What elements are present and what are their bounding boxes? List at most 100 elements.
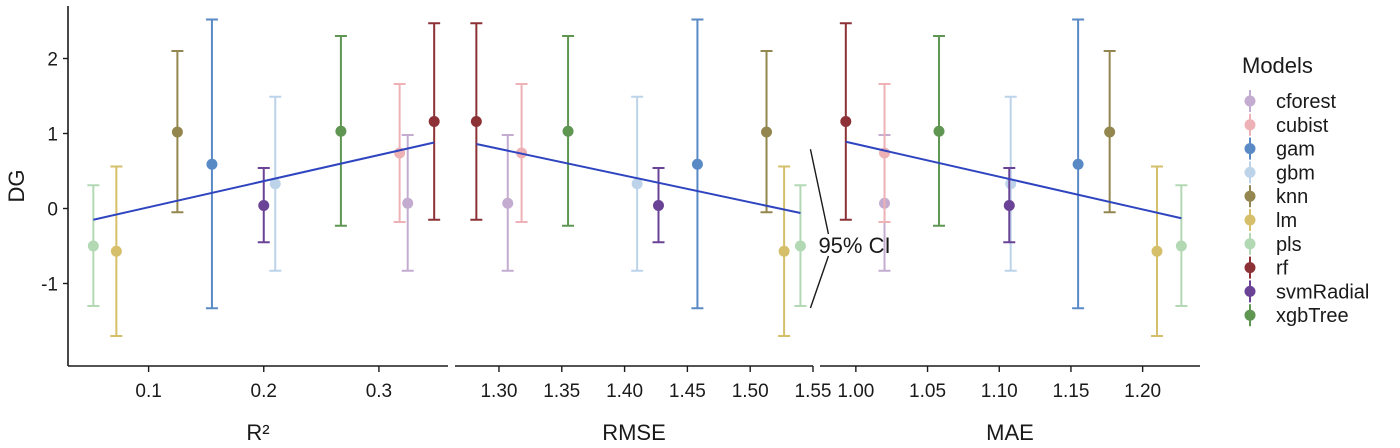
x-tick-label: 0.2	[251, 381, 277, 402]
ci-annotation: 95% CI	[809, 149, 891, 309]
errorbar-cforest	[501, 134, 514, 272]
legend-key-point	[1244, 190, 1256, 202]
legend-item-xgbTree: xgbTree	[1244, 304, 1349, 327]
annotation-text: 95% CI	[818, 233, 890, 258]
point-lm	[1151, 245, 1163, 257]
point-knn	[171, 126, 183, 138]
legend-label: cforest	[1276, 91, 1336, 113]
legend-key-point	[1244, 262, 1256, 274]
errorbar-svmRadial	[652, 167, 665, 244]
x-tick-label: 1.40	[606, 381, 643, 402]
legend-item-gbm: gbm	[1244, 161, 1315, 184]
point-gam	[206, 158, 218, 170]
legend-key-point	[1244, 95, 1256, 107]
point-rf	[470, 116, 482, 127]
point-lm	[778, 245, 790, 257]
trend-line	[845, 140, 1182, 220]
errorbar-svmRadial	[257, 167, 270, 244]
point-rf	[428, 116, 440, 127]
point-svmRadial	[652, 200, 664, 211]
legend-item-knn: knn	[1244, 185, 1308, 208]
x-tick-label: 1.50	[732, 381, 769, 402]
legend-key-point	[1244, 238, 1256, 250]
y-axis-title: DG	[4, 170, 29, 203]
x-tick-label: 1.30	[480, 381, 517, 402]
x-tick-label: 1.20	[1124, 381, 1161, 402]
x-axis-title: RMSE	[602, 420, 666, 445]
panel-2: 1.00 1.05 1.10 1.15 1.20 MAE	[820, 18, 1200, 445]
legend-label: knn	[1276, 186, 1308, 208]
errorbar-pls	[87, 184, 100, 307]
point-xgbTree	[933, 125, 945, 137]
errorbar-knn	[760, 50, 773, 214]
legend-label: rf	[1276, 258, 1289, 280]
legend-key-point	[1244, 166, 1256, 178]
x-tick-label: 1.00	[837, 381, 874, 402]
point-svmRadial	[1003, 200, 1015, 211]
point-gbm	[631, 178, 643, 190]
x-axis-title: MAE	[986, 420, 1034, 445]
y-tick-label: -1	[41, 275, 58, 296]
point-gbm	[269, 178, 281, 190]
legend-item-rf: rf	[1244, 256, 1289, 280]
trend-line	[93, 141, 435, 221]
point-pls	[87, 240, 99, 252]
legend-item-gam: gam	[1244, 137, 1315, 161]
errorbar-xgbTree	[334, 35, 347, 227]
point-gam	[1072, 158, 1084, 170]
legend-label: svmRadial	[1276, 281, 1369, 303]
legend-label: lm	[1276, 210, 1297, 232]
errorbar-knn	[1103, 50, 1116, 214]
legend-item-cforest: cforest	[1244, 90, 1336, 113]
x-tick-label: 1.55	[795, 381, 832, 402]
trend-line	[476, 143, 801, 214]
errorbar-knn	[171, 50, 184, 214]
point-rf	[840, 116, 852, 127]
legend-item-cubist: cubist	[1244, 113, 1329, 137]
x-axis-title: R²	[246, 420, 269, 445]
point-svmRadial	[258, 200, 270, 211]
x-tick-label: 0.3	[366, 381, 392, 402]
errorbar-lm	[110, 165, 123, 337]
legend-label: cubist	[1276, 115, 1329, 137]
legend-key-point	[1244, 309, 1256, 321]
x-tick-label: 1.05	[909, 381, 946, 402]
legend-label: pls	[1276, 234, 1302, 256]
errorbar-xgbTree	[562, 35, 575, 227]
errorbar-gam	[1072, 18, 1085, 310]
point-xgbTree	[562, 125, 574, 137]
point-knn	[1104, 126, 1116, 138]
x-tick-label: 1.15	[1052, 381, 1089, 402]
legend-label: xgbTree	[1276, 305, 1349, 327]
point-pls	[1175, 240, 1187, 252]
legend-label: gbm	[1276, 162, 1315, 184]
errorbar-gbm	[269, 95, 282, 272]
point-pls	[794, 240, 806, 252]
x-tick-label: 1.35	[543, 381, 580, 402]
errorbar-rf	[428, 22, 441, 221]
errorbar-gam	[691, 18, 704, 310]
legend-key-point	[1244, 285, 1256, 297]
errorbar-xgbTree	[933, 35, 946, 227]
point-cforest	[402, 197, 414, 209]
legend-key-point	[1244, 119, 1256, 131]
y-tick-label: 1	[47, 125, 58, 146]
errorbar-lm	[1150, 165, 1163, 337]
errorbar-lm	[778, 165, 791, 337]
y-tick-label: 0	[47, 200, 58, 221]
legend-key-point	[1244, 214, 1256, 226]
point-cforest	[502, 197, 514, 209]
point-xgbTree	[335, 125, 347, 137]
errorbar-gbm	[631, 95, 644, 272]
point-knn	[761, 126, 773, 138]
x-tick-label: 1.10	[981, 381, 1018, 402]
annotation-bracket-upper	[809, 149, 830, 235]
point-gam	[691, 158, 703, 170]
legend-title: Models	[1242, 53, 1313, 78]
y-tick-label: 2	[47, 50, 58, 71]
legend: Models cforestcubistgamgbmknnlmplsrfsvmR…	[1242, 53, 1369, 327]
panel-0: 0.1 0.2 0.3 R²	[68, 18, 448, 445]
errorbar-gbm	[1004, 95, 1017, 272]
